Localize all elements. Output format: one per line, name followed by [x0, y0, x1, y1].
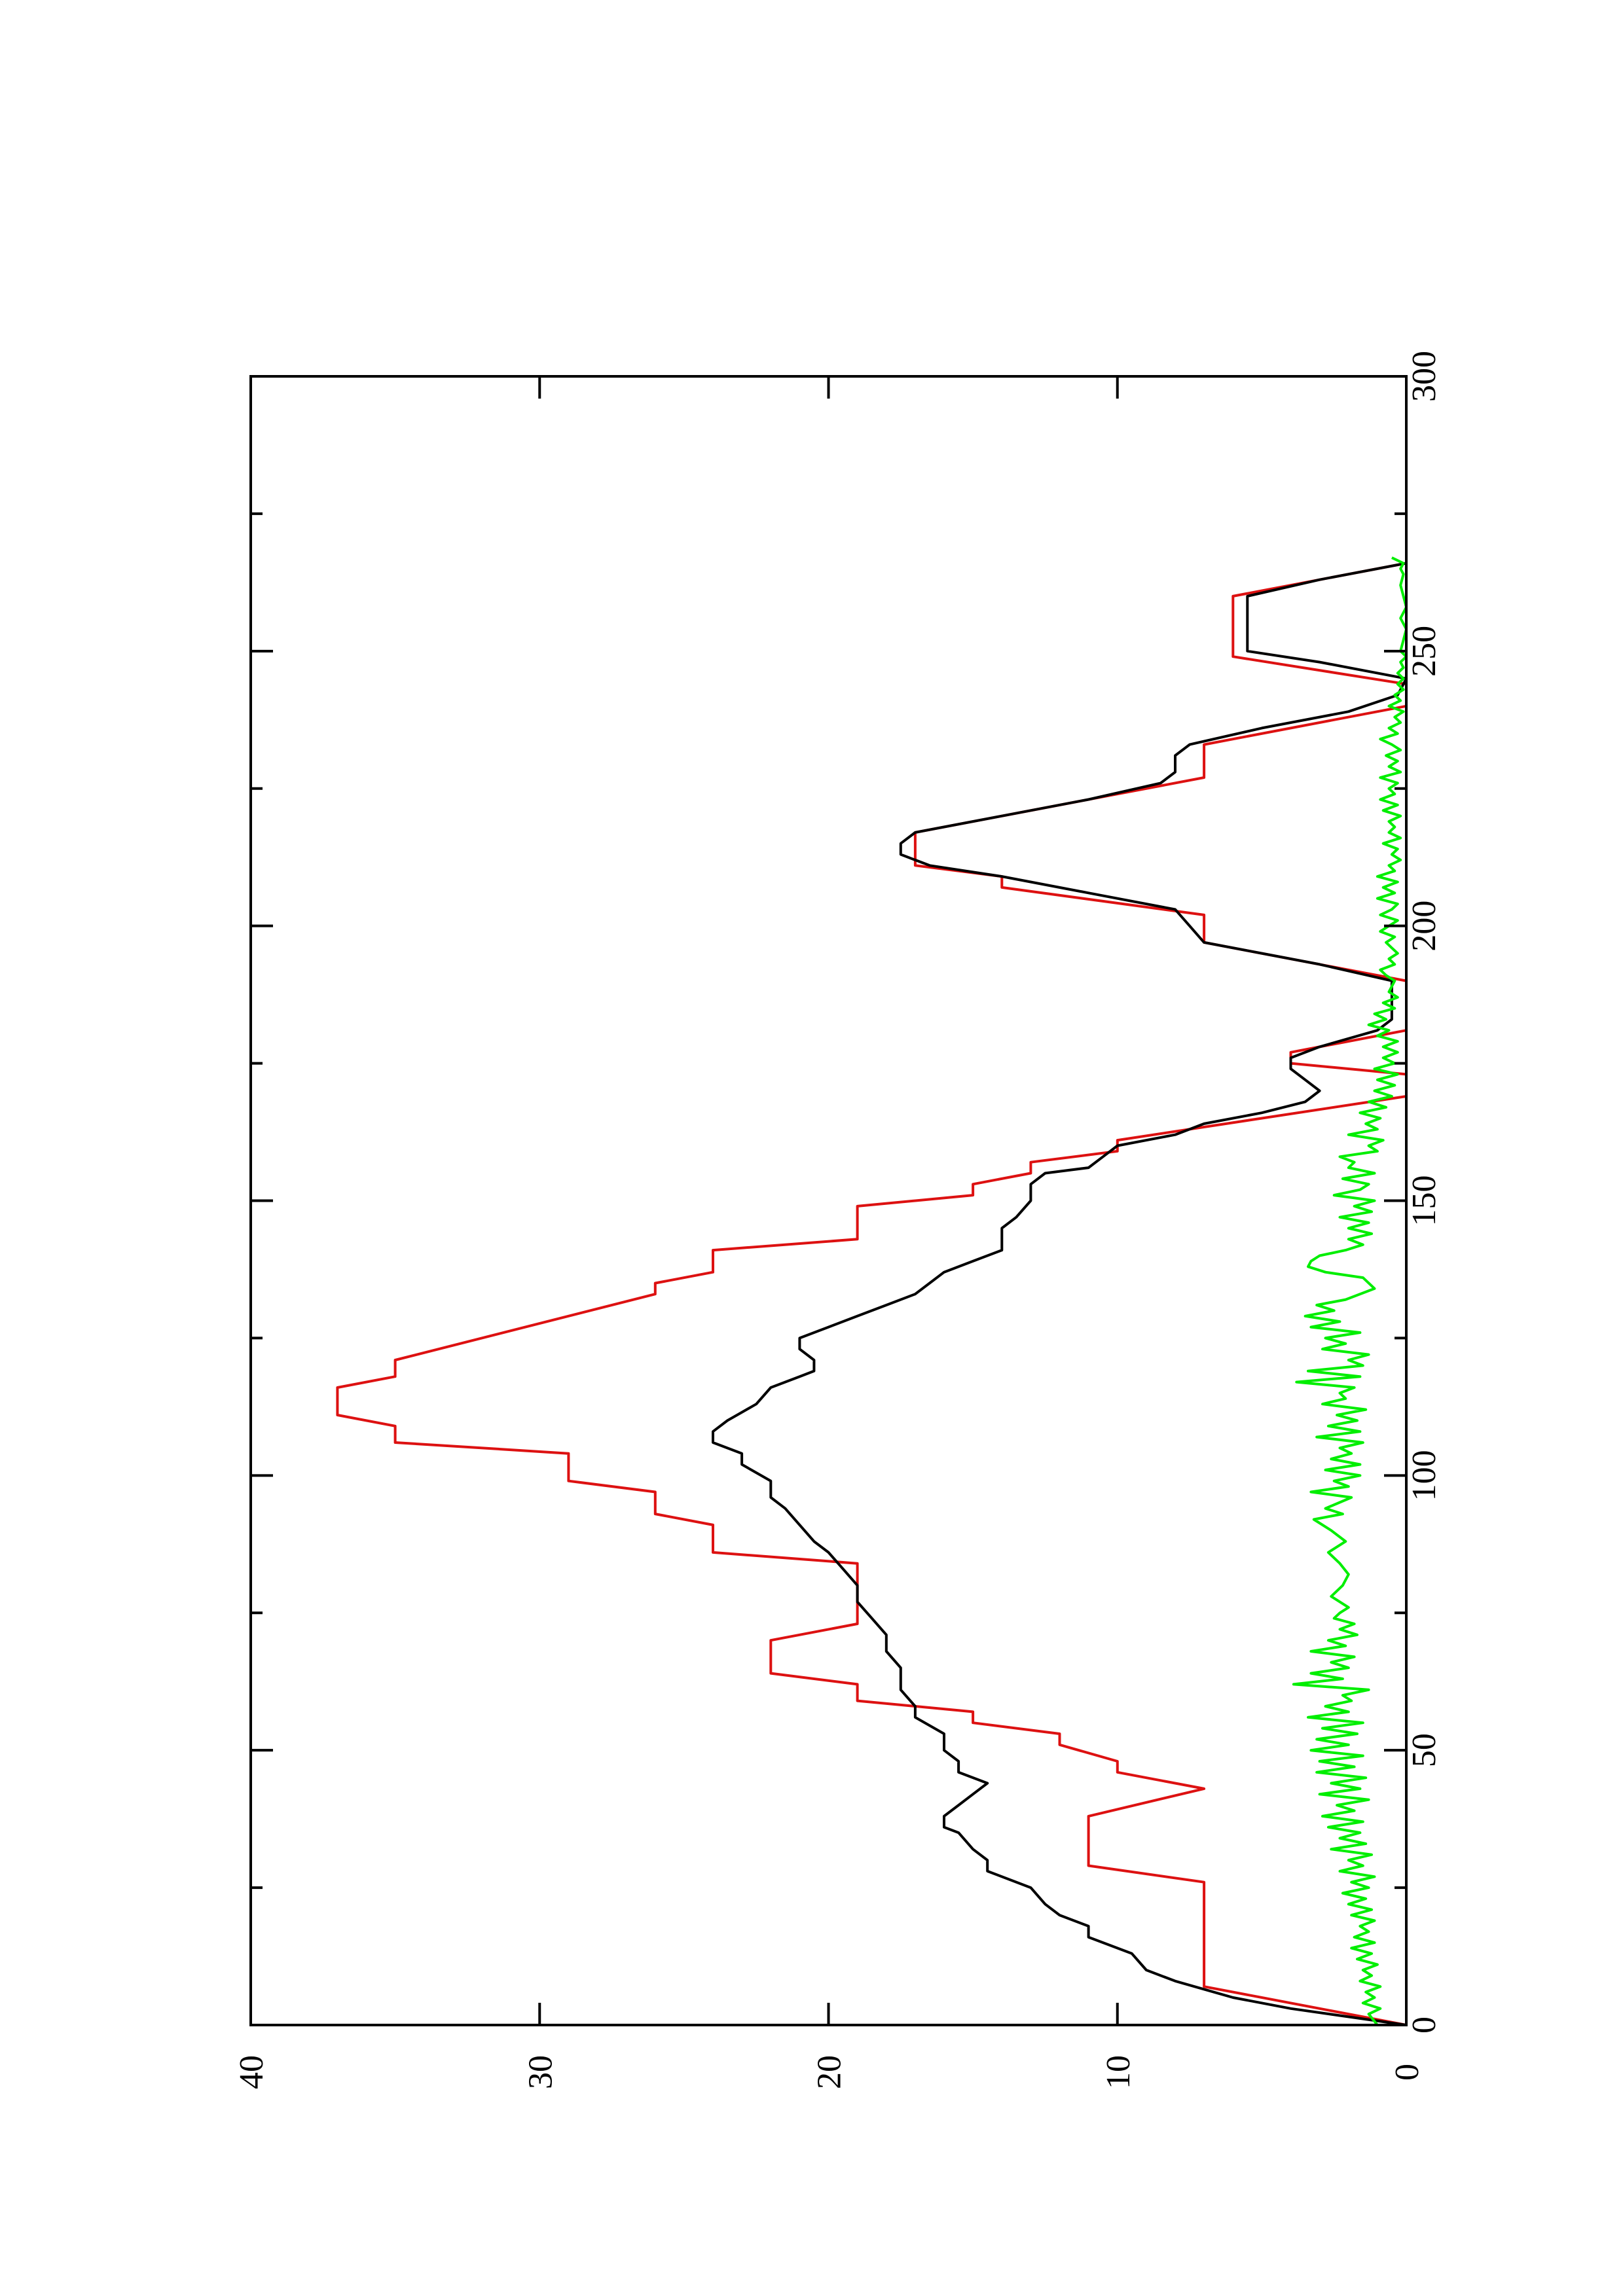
x-tick-label: 200: [1406, 901, 1443, 952]
x-tick-label: 50: [1406, 1733, 1443, 1767]
y-tick-label: 20: [811, 2055, 848, 2089]
y-tick-label: 0: [1389, 2064, 1426, 2081]
x-tick-label: 300: [1406, 351, 1443, 402]
x-tick-label: 250: [1406, 626, 1443, 677]
plot-series: [336, 556, 1408, 2026]
x-tick-label: 0: [1406, 2017, 1443, 2034]
series-black-line: [712, 562, 1408, 2026]
x-tick-label: 150: [1406, 1175, 1443, 1227]
series-red-line: [336, 562, 1408, 2026]
x-tick-label: 100: [1406, 1450, 1443, 1501]
series-green-line: [1292, 556, 1408, 2026]
tick-labels: 0 50 100 150 200 250 300 0 10 20 30 40: [233, 351, 1443, 2089]
y-tick-label: 30: [522, 2055, 559, 2089]
y-tick-label: 10: [1100, 2055, 1137, 2089]
y-tick-label: 40: [233, 2055, 270, 2089]
ticks: [251, 376, 1406, 2025]
